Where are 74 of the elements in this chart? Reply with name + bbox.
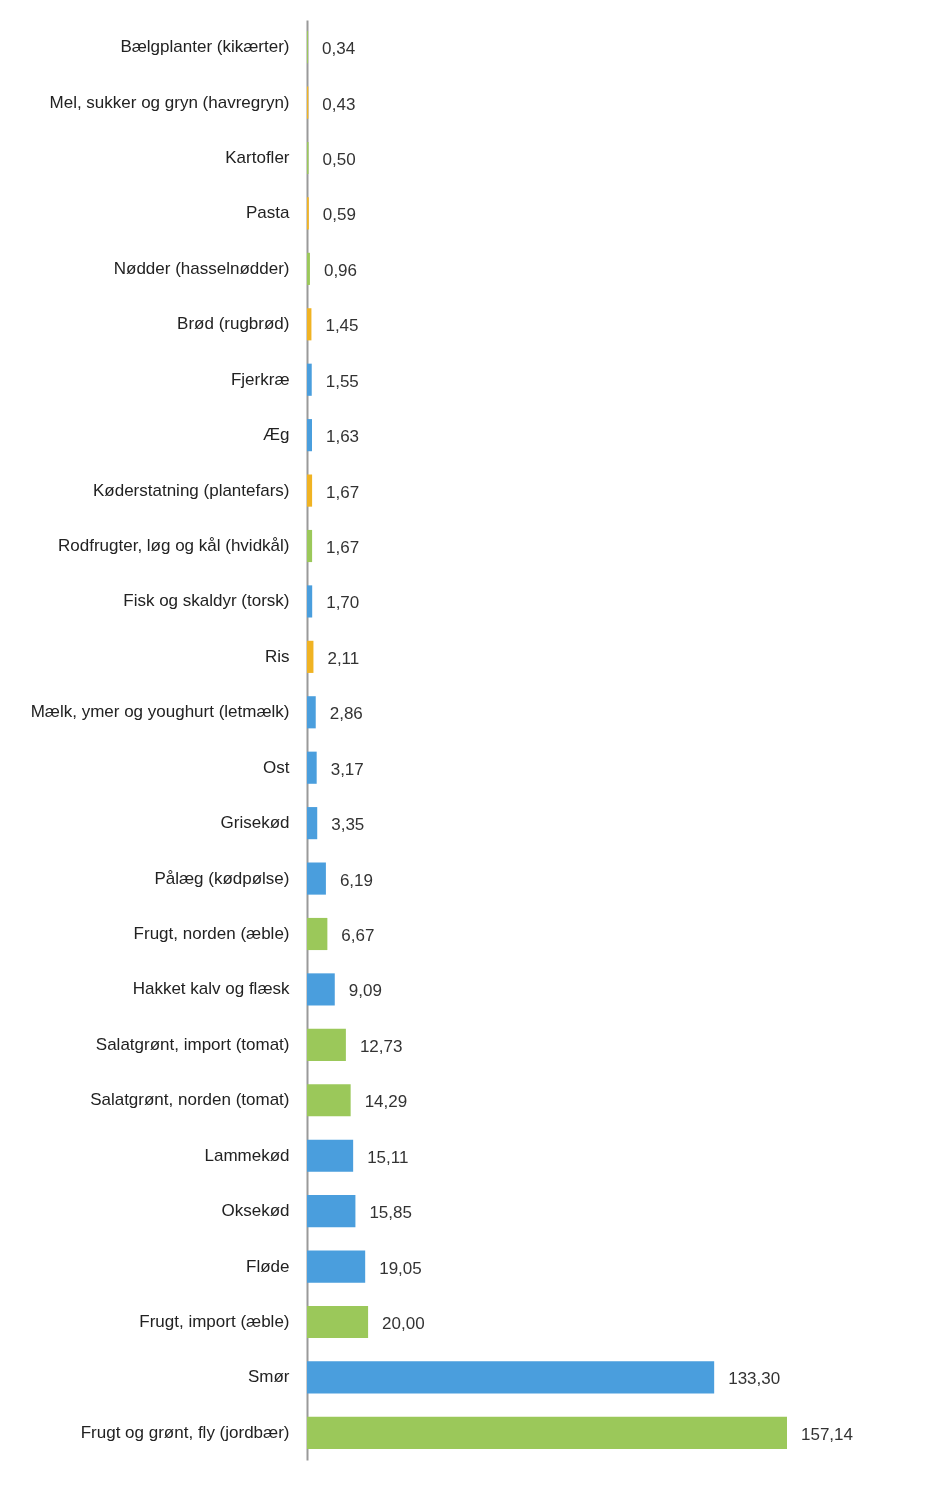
data-label: 133,30	[728, 1369, 781, 1389]
data-label: 12,73	[359, 1036, 403, 1056]
data-label: 0,59	[322, 205, 356, 225]
bar	[307, 807, 318, 840]
bar	[307, 751, 317, 784]
data-label: 15,11	[367, 1147, 409, 1167]
data-label: 9,09	[348, 981, 382, 1001]
data-label: 0,34	[322, 39, 356, 59]
y-tick-label: Bælgplanter (kikærter)	[120, 37, 290, 57]
y-tick-label: Pasta	[246, 203, 291, 223]
bar	[307, 585, 313, 618]
data-label: 2,86	[329, 704, 363, 724]
data-label: 1,67	[326, 538, 360, 557]
y-tick-label: Hakket kalv og flæsk	[132, 979, 290, 999]
data-label: 1,63	[325, 427, 360, 447]
data-label: 2,11	[327, 648, 360, 668]
y-tick-label: Ost	[263, 757, 290, 777]
y-tick-label: Æg	[263, 425, 290, 445]
data-label: 1,67	[326, 482, 360, 502]
y-tick-label: Rodfrugter, løg og kål (hvidkål)	[58, 536, 290, 555]
bar	[307, 1361, 715, 1394]
bar	[307, 474, 313, 507]
data-label: 6,67	[341, 926, 375, 945]
bar	[307, 696, 316, 729]
bar	[307, 252, 310, 285]
bar	[307, 1028, 346, 1061]
bar	[307, 1416, 787, 1449]
y-tick-label: Frugt, norden (æble)	[133, 924, 290, 943]
bar	[307, 308, 312, 341]
y-tick-label: Frugt, import (æble)	[139, 1311, 290, 1331]
data-label: 14,29	[364, 1092, 408, 1112]
y-tick-label: Fjerkræ	[230, 369, 290, 389]
data-label: 3,17	[330, 759, 364, 779]
bar	[307, 1139, 354, 1172]
y-tick-label: Fløde	[246, 1256, 290, 1276]
bar	[307, 1195, 356, 1228]
y-tick-label: Oksekød	[221, 1201, 290, 1221]
bar	[307, 529, 313, 563]
data-label: 157,14	[801, 1424, 853, 1444]
data-label: 1,45	[325, 316, 359, 336]
bar	[307, 1305, 369, 1339]
bar	[307, 363, 312, 396]
y-tick-label: Ris	[264, 646, 290, 666]
y-tick-label: Mælk, ymer og youghurt (letmælk)	[30, 702, 290, 722]
data-label: 20,00	[382, 1313, 425, 1333]
data-label: 15,85	[369, 1203, 412, 1223]
bar	[307, 640, 314, 673]
bar	[307, 862, 326, 895]
y-tick-label: Mel, sukker og gryn (havregryn)	[49, 92, 290, 112]
bar	[307, 973, 335, 1006]
data-label: 1,70	[326, 593, 360, 613]
y-tick-label: Brød (rugbrød)	[177, 314, 290, 334]
y-tick-label: Grisekød	[220, 813, 290, 833]
data-label: 19,05	[379, 1258, 422, 1278]
data-label: 3,35	[331, 815, 365, 835]
y-tick-label: Lammekød	[204, 1145, 290, 1165]
data-label: 1,55	[325, 371, 359, 391]
bar	[307, 1250, 366, 1283]
data-label: 0,43	[322, 94, 356, 114]
bar	[307, 917, 328, 951]
bar	[307, 419, 312, 452]
y-tick-label: Pålæg (kødpølse)	[154, 868, 290, 888]
y-tick-label: Salatgrønt, import (tomat)	[95, 1034, 290, 1054]
y-tick-label: Kartofler	[225, 148, 290, 168]
data-label: 0,96	[323, 260, 358, 280]
data-label: 6,19	[339, 870, 373, 890]
y-tick-label: Fisk og skaldyr (torsk)	[123, 591, 290, 611]
y-tick-label: Salatgrønt, norden (tomat)	[90, 1090, 290, 1110]
y-tick-label: Køderstatning (plantefars)	[92, 480, 290, 500]
bar	[307, 1084, 351, 1117]
y-tick-label: Smør	[247, 1367, 290, 1387]
y-tick-label: Frugt og grønt, fly (jordbær)	[80, 1422, 290, 1442]
y-tick-label: Nødder (hasselnødder)	[113, 258, 290, 278]
data-label: 0,50	[322, 150, 356, 170]
